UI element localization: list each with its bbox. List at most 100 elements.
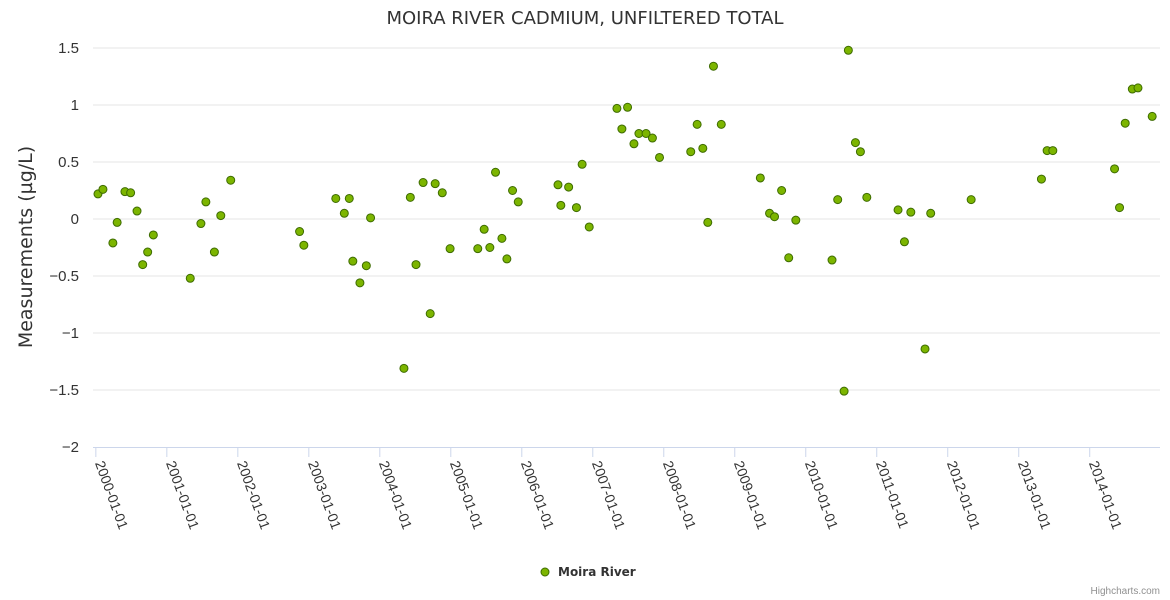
- data-point[interactable]: [1048, 146, 1058, 156]
- data-point[interactable]: [437, 188, 447, 198]
- x-tick-label: 2005-01-01: [447, 459, 487, 532]
- data-point[interactable]: [98, 184, 108, 194]
- data-point[interactable]: [708, 61, 718, 71]
- data-point[interactable]: [641, 129, 651, 138]
- data-point[interactable]: [138, 260, 148, 270]
- data-point[interactable]: [112, 217, 122, 227]
- data-point[interactable]: [185, 273, 195, 283]
- y-tick-label: 1.5: [58, 40, 79, 57]
- data-point[interactable]: [692, 119, 702, 129]
- data-point[interactable]: [201, 197, 211, 207]
- data-point[interactable]: [617, 124, 627, 134]
- x-tick-label: 2003-01-01: [305, 459, 345, 532]
- data-point[interactable]: [355, 278, 365, 288]
- data-point[interactable]: [647, 133, 657, 143]
- data-point[interactable]: [698, 143, 708, 153]
- data-point[interactable]: [966, 195, 976, 205]
- y-axis-label: Measurements (µg/L): [15, 146, 37, 348]
- data-point[interactable]: [209, 247, 219, 257]
- data-point[interactable]: [331, 193, 341, 203]
- data-point[interactable]: [491, 167, 501, 177]
- data-point[interactable]: [791, 215, 801, 225]
- data-point[interactable]: [899, 237, 909, 247]
- data-point[interactable]: [770, 212, 780, 222]
- data-point[interactable]: [497, 233, 507, 243]
- data-point[interactable]: [926, 208, 936, 218]
- data-point[interactable]: [339, 208, 349, 218]
- data-point[interactable]: [920, 344, 930, 354]
- data-point[interactable]: [577, 159, 587, 169]
- data-point[interactable]: [1120, 118, 1130, 128]
- legend[interactable]: Moira River: [540, 565, 636, 579]
- data-point[interactable]: [226, 175, 236, 185]
- data-point[interactable]: [425, 309, 435, 319]
- data-point[interactable]: [216, 211, 226, 221]
- data-point[interactable]: [777, 186, 787, 195]
- data-point[interactable]: [299, 240, 309, 250]
- data-point[interactable]: [850, 138, 860, 148]
- data-point[interactable]: [893, 205, 903, 215]
- data-point[interactable]: [833, 195, 843, 205]
- data-point[interactable]: [855, 147, 865, 157]
- legend-marker: [540, 567, 550, 577]
- data-point[interactable]: [108, 238, 118, 248]
- data-point[interactable]: [612, 103, 622, 113]
- data-point[interactable]: [348, 256, 358, 266]
- data-point[interactable]: [513, 197, 523, 207]
- x-tick-label: 2010-01-01: [802, 459, 842, 532]
- legend-label-moira-river[interactable]: Moira River: [558, 565, 636, 579]
- data-point[interactable]: [1115, 203, 1125, 213]
- data-point[interactable]: [1147, 111, 1157, 121]
- data-point[interactable]: [906, 207, 916, 217]
- data-point[interactable]: [418, 178, 428, 188]
- data-point[interactable]: [473, 244, 483, 254]
- data-point[interactable]: [1110, 164, 1120, 174]
- data-point[interactable]: [143, 247, 153, 257]
- data-point[interactable]: [862, 192, 872, 202]
- data-point[interactable]: [411, 260, 421, 270]
- data-point[interactable]: [623, 102, 633, 112]
- data-point[interactable]: [655, 152, 665, 162]
- data-point[interactable]: [366, 213, 376, 223]
- x-tick-label: 2002-01-01: [234, 459, 274, 532]
- data-point[interactable]: [502, 254, 512, 264]
- data-point[interactable]: [784, 253, 794, 263]
- data-point[interactable]: [1036, 174, 1046, 184]
- y-tick-label: 1: [71, 97, 79, 114]
- x-tick-label: 2007-01-01: [589, 459, 629, 532]
- data-point[interactable]: [1133, 83, 1143, 93]
- data-point[interactable]: [361, 261, 371, 271]
- data-point[interactable]: [839, 386, 849, 396]
- credits-link[interactable]: Highcharts.com: [1091, 586, 1160, 597]
- x-tick-label: 2014-01-01: [1086, 459, 1126, 532]
- data-point[interactable]: [843, 45, 853, 55]
- data-point[interactable]: [755, 173, 765, 183]
- data-point[interactable]: [126, 188, 136, 198]
- data-point[interactable]: [132, 206, 142, 216]
- data-point[interactable]: [571, 203, 581, 213]
- data-point[interactable]: [295, 227, 305, 237]
- x-tick-label: 2001-01-01: [163, 459, 203, 532]
- data-point[interactable]: [553, 180, 563, 190]
- data-point[interactable]: [584, 222, 594, 232]
- data-point[interactable]: [399, 363, 409, 373]
- data-point[interactable]: [686, 147, 696, 157]
- data-point[interactable]: [148, 230, 158, 240]
- data-point[interactable]: [430, 179, 440, 189]
- data-point[interactable]: [445, 244, 455, 254]
- data-point[interactable]: [405, 192, 415, 202]
- data-point[interactable]: [479, 224, 489, 234]
- data-point[interactable]: [629, 139, 639, 149]
- x-tick-label: 2004-01-01: [376, 459, 416, 532]
- data-point[interactable]: [485, 243, 495, 252]
- data-point[interactable]: [827, 255, 837, 265]
- data-point[interactable]: [716, 119, 726, 129]
- data-point[interactable]: [508, 186, 518, 195]
- data-point[interactable]: [344, 193, 354, 203]
- data-point[interactable]: [703, 217, 713, 227]
- grid-lines: [93, 47, 1160, 391]
- data-point[interactable]: [564, 182, 574, 192]
- data-point[interactable]: [196, 219, 206, 229]
- data-points: [93, 45, 1157, 396]
- data-point[interactable]: [556, 200, 566, 210]
